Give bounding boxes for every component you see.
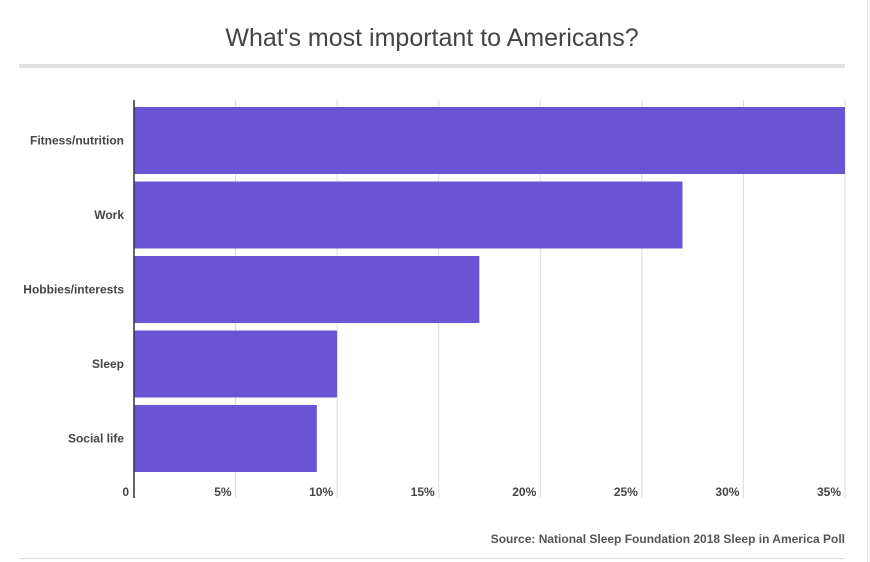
- right-border: [867, 0, 868, 562]
- category-labels: Fitness/nutrition Work Hobbies/interests Sl…: [23, 134, 124, 446]
- category-label-sleep: Sleep: [92, 357, 124, 371]
- tick-label-0: 0: [122, 485, 129, 499]
- tick-labels: 0 5% 10% 15% 20% 25% 30% 35%: [122, 485, 841, 499]
- tick-label-7: 35%: [817, 485, 841, 499]
- tick-label-2: 10%: [309, 485, 333, 499]
- title-divider: [19, 64, 845, 68]
- bar-work: [134, 181, 683, 249]
- tick-label-6: 30%: [715, 485, 739, 499]
- category-label-hobbies-interests: Hobbies/interests: [23, 283, 124, 297]
- bottom-divider: [19, 558, 845, 559]
- bars: [134, 107, 845, 472]
- tick-label-1: 5%: [214, 485, 232, 499]
- source-note: Source: National Sleep Foundation 2018 S…: [490, 532, 845, 546]
- tick-label-3: 15%: [411, 485, 435, 499]
- bar-hobbies-interests: [134, 256, 480, 323]
- bar-fitness-nutrition: [134, 107, 845, 174]
- category-label-fitness-nutrition: Fitness/nutrition: [30, 134, 124, 148]
- bar-sleep: [134, 330, 338, 398]
- category-label-social-life: Social life: [68, 432, 124, 446]
- category-label-work: Work: [94, 208, 124, 222]
- bar-social-life: [134, 405, 317, 472]
- chart-title: What's most important to Americans?: [225, 24, 639, 52]
- tick-label-5: 25%: [614, 485, 638, 499]
- tick-label-4: 20%: [512, 485, 536, 499]
